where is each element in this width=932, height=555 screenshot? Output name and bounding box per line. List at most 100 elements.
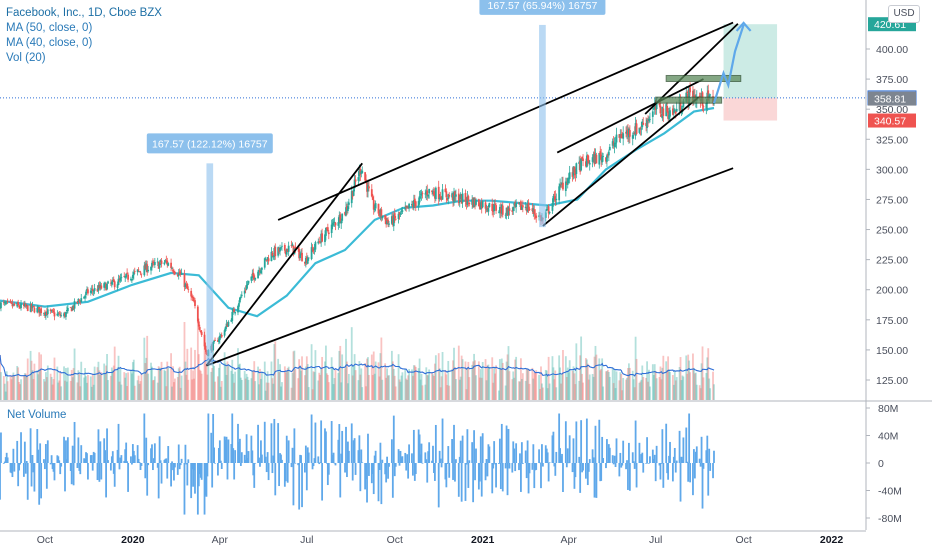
net-volume-bar (407, 463, 410, 479)
net-volume-bar (24, 463, 27, 474)
volume-bar (608, 376, 611, 400)
volume-bar (468, 377, 471, 400)
net-volume-bar (66, 437, 69, 463)
net-volume-bar (219, 460, 222, 463)
candle-body (538, 215, 540, 217)
net-volume-bar (103, 438, 106, 463)
net-volume-bar (593, 463, 596, 498)
volume-bar (692, 353, 694, 400)
candle-body (391, 216, 394, 226)
volume-bar (499, 369, 502, 400)
candle-body (599, 151, 602, 156)
volume-bar (51, 384, 54, 400)
net-volume-bar (693, 463, 696, 479)
candle-body (392, 214, 395, 227)
net-volume-bar (260, 454, 263, 463)
candle-body (310, 247, 313, 260)
volume-bar (225, 374, 228, 400)
currency-button[interactable]: USD (888, 5, 920, 23)
candle-body (71, 306, 74, 311)
net-volume-bar (13, 463, 16, 472)
volume-bar (57, 382, 60, 400)
ma50-legend[interactable]: MA (50, close, 0) (6, 22, 93, 34)
net-volume-bar (291, 447, 294, 463)
net-volume-bar (455, 459, 457, 463)
volume-bar (582, 382, 584, 400)
candle-body (83, 296, 86, 299)
candle-body (145, 263, 148, 271)
volume-bar (615, 371, 618, 400)
candle-body (518, 202, 520, 204)
volume-bar (611, 367, 614, 400)
net-volume-bar (358, 435, 361, 463)
candle-body (331, 222, 334, 226)
volume-bar (136, 380, 139, 400)
net-volume-bar (33, 463, 36, 492)
ma40-legend[interactable]: MA (40, close, 0) (6, 37, 93, 49)
candle-body (133, 270, 136, 272)
net-volume-bar (420, 443, 423, 463)
volume-bar (665, 361, 668, 400)
symbol-title[interactable]: Facebook, Inc., 1D, Cboe BZX (6, 7, 162, 19)
candle-body (60, 315, 63, 317)
volume-bar (264, 390, 267, 400)
net-volume-bar (708, 448, 711, 463)
volume-bar (132, 359, 135, 400)
net-volume-bar (147, 463, 150, 466)
volume-bar (614, 388, 617, 400)
volume-bar (85, 376, 87, 400)
candle-body (702, 106, 705, 108)
vol-legend[interactable]: Vol (20) (6, 52, 46, 64)
volume-bar (320, 368, 323, 400)
candle-body (573, 166, 576, 173)
net-volume-bar (171, 461, 173, 463)
candle-body (217, 340, 219, 342)
candle-body (33, 307, 36, 313)
volume-bar (406, 379, 409, 400)
candle-body (575, 163, 578, 175)
net-volume-bar (546, 452, 549, 463)
price-tag: 358.81 (868, 91, 916, 106)
net-volume-bar (633, 463, 636, 469)
volume-bar (546, 388, 549, 400)
volume-bar (127, 372, 129, 400)
candle-body (419, 194, 422, 196)
candle-body (173, 271, 175, 273)
trendline[interactable] (206, 167, 734, 367)
volume-bar (477, 361, 480, 400)
volume-bar (286, 368, 289, 400)
candle-body (126, 272, 129, 274)
net-volume-bar (475, 448, 477, 463)
price-tick-label: 225.00 (876, 255, 908, 267)
volume-bar (278, 372, 280, 400)
volume-bar (452, 360, 454, 400)
candle-body (380, 209, 383, 218)
net-volume-bar (254, 462, 257, 464)
volume-bar (568, 360, 571, 400)
candle-body (325, 227, 328, 229)
trendline[interactable] (205, 162, 363, 367)
trendline[interactable] (542, 96, 700, 227)
volume-bar (444, 369, 447, 400)
trendline[interactable] (556, 78, 704, 154)
trendline[interactable] (277, 21, 734, 221)
volume-bar (291, 372, 294, 400)
net-volume-bar (372, 463, 375, 495)
candle-body (87, 289, 89, 294)
net-volume-bar (457, 463, 460, 497)
candle-body (223, 330, 226, 336)
candle-body (93, 288, 96, 291)
candle-body (485, 208, 488, 210)
candle-body (152, 261, 154, 264)
net-volume-bar (324, 428, 326, 463)
net-volume-bar (541, 444, 543, 463)
net-volume-bar (439, 458, 442, 463)
volume-bar (660, 379, 663, 400)
volume-bar (179, 387, 182, 400)
volume-bar (533, 372, 536, 400)
net-volume-bar (56, 455, 59, 463)
net-volume-label[interactable]: Net Volume (7, 409, 67, 421)
volume-bar (417, 368, 420, 400)
